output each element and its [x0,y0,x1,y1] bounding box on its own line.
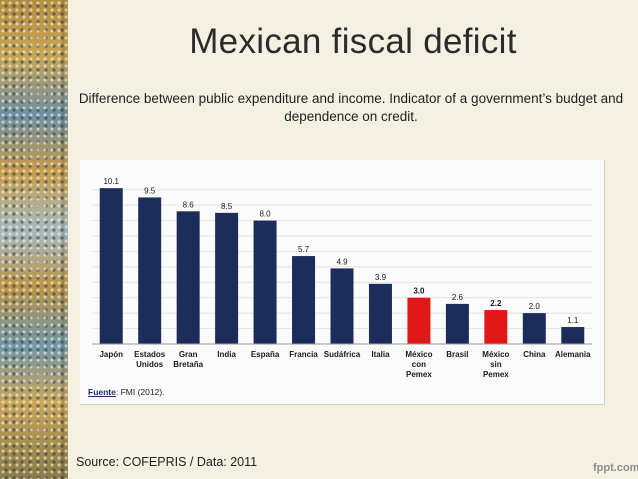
category-label: Sudáfrica [324,350,361,359]
category-label-line: Bretaña [173,360,203,369]
category-label-line: Brasil [446,350,468,359]
bar [330,268,354,344]
category-label-line: sin [490,360,502,369]
watermark: fppt.com [593,462,638,474]
bar [445,303,469,344]
data-label: 8.0 [260,210,272,219]
category-label-line: con [412,360,426,369]
data-label: 1.1 [567,316,579,325]
category-label-line: China [523,350,546,359]
bar [138,197,162,344]
bar-chart: 10.1 Japón 9.5 Estados Unidos 8.6 Gran Bretaña 8… [92,177,592,379]
category-label-line: Sudáfrica [324,350,361,359]
category-label-line: México [482,350,509,359]
bar [561,327,585,344]
data-label: 9.5 [144,186,156,195]
data-label: 3.0 [413,287,425,296]
bar [99,188,123,344]
data-label: 10.1 [103,177,119,186]
category-label-line: Pemex [483,370,509,379]
category-label: Japón [99,350,123,359]
category-label: Estados Unidos [134,350,166,369]
category-label-line: Italia [371,350,390,359]
chart-panel: 10.1 Japón 9.5 Estados Unidos 8.6 Gran Bretaña 8… [80,160,605,405]
bar [407,297,431,344]
bar [522,313,546,344]
data-label: 4.9 [336,257,348,266]
data-label: 2.2 [490,299,502,308]
bar [215,212,239,344]
chart-source-label: Fuente [88,387,116,397]
slide-source: Source: COFEPRIS / Data: 2011 [76,455,258,469]
data-label: 8.6 [183,200,195,209]
category-label: India [217,350,236,359]
category-label: China [523,350,546,359]
category-label: México con Pemex [405,350,432,379]
category-label: Gran Bretaña [173,350,203,369]
data-label: 3.9 [375,273,387,282]
category-label-line: México [405,350,432,359]
category-label-line: Pemex [406,370,432,379]
category-label: España [251,350,280,359]
data-label: 2.0 [529,302,541,311]
category-label-line: Gran [179,350,198,359]
data-label: 8.5 [221,202,233,211]
category-label: Alemania [555,350,591,359]
category-label-line: Alemania [555,350,591,359]
slide-subtitle: Difference between public expenditure an… [78,91,624,124]
category-label: Francia [289,350,318,359]
bar [253,220,277,344]
category-label: Brasil [446,350,468,359]
data-label: 5.7 [298,245,310,254]
bar [368,283,392,344]
bar [176,211,200,344]
category-label: México sin Pemex [482,350,509,379]
category-label-line: Unidos [136,360,164,369]
slide-title: Mexican fiscal deficit [189,22,517,61]
category-label-line: Estados [134,350,166,359]
chart-source-value: : FMI (2012). [115,387,165,397]
bar [292,256,316,344]
decorative-bead-strip [0,0,68,479]
category-label-line: India [217,350,236,359]
category-label: Italia [371,350,390,359]
category-label-line: Francia [289,350,318,359]
chart-source-note: Fuente: FMI (2012). [88,387,165,397]
category-label-line: España [251,350,280,359]
bar [484,310,508,344]
data-label: 2.6 [452,293,464,302]
category-label-line: Japón [99,350,123,359]
